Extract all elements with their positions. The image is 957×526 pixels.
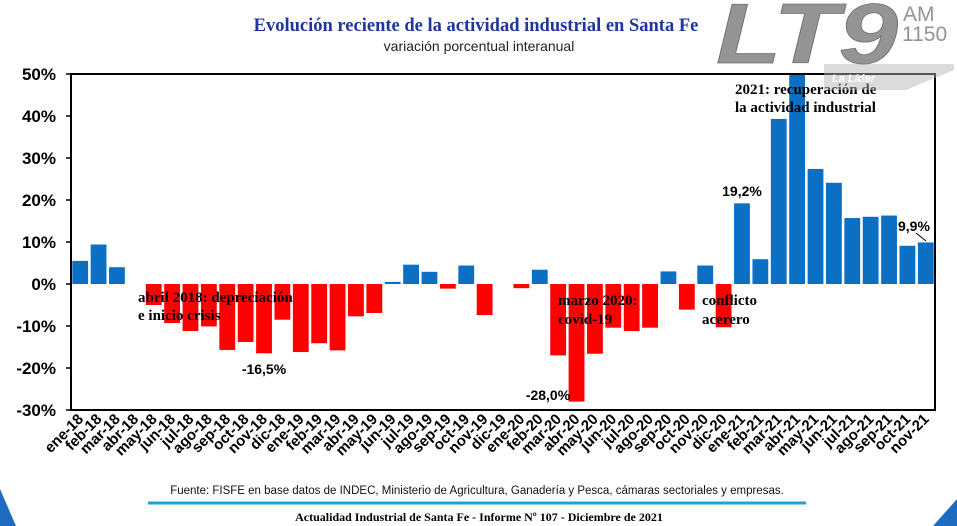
bar-jun-20 bbox=[605, 284, 622, 328]
bar-may-21 bbox=[807, 168, 824, 284]
logo-band-text: AM bbox=[903, 3, 935, 26]
bar-may-19 bbox=[366, 284, 383, 313]
bar-ene-19 bbox=[292, 284, 309, 353]
annotation-2021-line-2: la actividad industrial bbox=[735, 100, 876, 116]
y-tick-label-10: 10% bbox=[22, 233, 56, 252]
bar-nov-18 bbox=[256, 284, 272, 354]
bar-sep-19 bbox=[439, 284, 456, 289]
plot-area-border bbox=[70, 73, 936, 411]
bar-jul-18 bbox=[182, 284, 199, 332]
bar-jun-21 bbox=[825, 182, 842, 284]
data-label-abr-20: -28,0% bbox=[526, 387, 571, 403]
bar-oct-21 bbox=[899, 245, 916, 284]
bar-nov-20 bbox=[697, 265, 714, 284]
bar-ene-20 bbox=[513, 284, 530, 289]
bar-sep-20 bbox=[660, 271, 677, 284]
annotation-abril-2018-line-2: e inicio crisis bbox=[138, 308, 221, 324]
corner-decoration-left bbox=[0, 489, 16, 526]
bar-ene-18 bbox=[72, 260, 89, 284]
bar-mar-19 bbox=[329, 284, 346, 351]
bar-dic-18 bbox=[274, 284, 291, 320]
bar-jul-19 bbox=[403, 264, 419, 284]
annotation-abril-2018-line-1: abril 2018: depreciación bbox=[138, 290, 293, 306]
annotation-2021-line-1: 2021: recuperación de bbox=[735, 82, 877, 98]
corner-decoration-right bbox=[933, 499, 957, 526]
bar-ago-19 bbox=[421, 271, 438, 284]
bar-sep-21 bbox=[881, 215, 897, 284]
data-label-ene-21: 19,2% bbox=[722, 183, 762, 199]
bar-abr-21 bbox=[789, 74, 806, 284]
bar-jul-21 bbox=[844, 218, 861, 284]
bar-feb-21 bbox=[752, 259, 769, 284]
chart-title: Evolución reciente de la actividad indus… bbox=[254, 16, 699, 36]
data-label-leader-line bbox=[915, 232, 927, 242]
bar-ago-21 bbox=[862, 216, 879, 284]
chart-subtitle: variación porcentual interanual bbox=[384, 38, 575, 54]
bar-abr-20 bbox=[568, 284, 585, 402]
annotation-conflicto-line-1: conflicto bbox=[702, 293, 757, 309]
y-tick-label-30: 30% bbox=[22, 149, 56, 168]
footer: Fuente: FISFE en base datos de INDEC, Mi… bbox=[148, 485, 806, 524]
bar-feb-19 bbox=[311, 284, 328, 344]
bar-mar-18 bbox=[109, 267, 125, 284]
bar-oct-18 bbox=[237, 284, 254, 342]
logo-frequency-text: 1150 bbox=[902, 23, 947, 46]
annotation-conflicto-line-2: acerero bbox=[702, 312, 750, 328]
y-tick-label-50: 50% bbox=[22, 65, 56, 84]
y-tick-label-0: 0% bbox=[31, 275, 56, 294]
bar-mar-20 bbox=[550, 284, 567, 356]
data-labels: -16,5% -28,0% 19,2% 9,9% bbox=[242, 183, 931, 403]
bar-oct-19 bbox=[458, 265, 475, 284]
report-caption: Actualidad Industrial de Santa Fe - Info… bbox=[295, 510, 663, 524]
bar-nov-19 bbox=[476, 284, 493, 316]
y-tick-label-neg10: -10% bbox=[16, 317, 56, 336]
bar-nov-21 bbox=[917, 242, 934, 284]
data-label-nov-18: -16,5% bbox=[242, 361, 287, 377]
y-tick-label-neg20: -20% bbox=[16, 359, 56, 378]
annotation-marzo-2020-line-2: covid-19 bbox=[558, 312, 612, 328]
logo-lt9-text: LT9 bbox=[716, 0, 898, 82]
y-tick-label-20: 20% bbox=[22, 191, 56, 210]
bar-ago-20 bbox=[642, 284, 658, 328]
bar-jul-20 bbox=[623, 284, 640, 332]
annotation-marzo-2020-line-1: marzo 2020: bbox=[558, 293, 638, 309]
logo-slogan-text: La Líder bbox=[832, 73, 876, 85]
bar-oct-20 bbox=[678, 284, 695, 310]
bar-feb-18 bbox=[90, 244, 107, 284]
bar-dic-20 bbox=[715, 284, 732, 328]
annotations: abril 2018: depreciación e inicio crisis… bbox=[138, 82, 877, 328]
y-axis: 50% 40% 30% 20% 10% 0% -10% -20% -30% bbox=[16, 65, 71, 420]
bar-may-20 bbox=[587, 284, 603, 354]
bar-ago-18 bbox=[200, 284, 217, 327]
bar-sep-18 bbox=[219, 284, 236, 350]
bar-feb-20 bbox=[531, 269, 548, 284]
bar-ene-21 bbox=[734, 203, 750, 284]
bar-mar-21 bbox=[770, 118, 787, 284]
radio-logo: LT9 AM 1150 La Líder bbox=[716, 0, 954, 90]
bar-jun-19 bbox=[384, 281, 401, 284]
bar-may-18 bbox=[145, 284, 162, 305]
source-note: Fuente: FISFE en base datos de INDEC, Mi… bbox=[170, 485, 784, 497]
bar-abr-19 bbox=[348, 284, 364, 317]
logo-band-shape bbox=[824, 64, 954, 90]
bar-jun-18 bbox=[164, 284, 181, 324]
y-tick-label-neg30: -30% bbox=[16, 401, 56, 420]
data-label-nov-21: 9,9% bbox=[898, 218, 930, 234]
bar-series bbox=[72, 74, 934, 402]
y-tick-label-40: 40% bbox=[22, 107, 56, 126]
